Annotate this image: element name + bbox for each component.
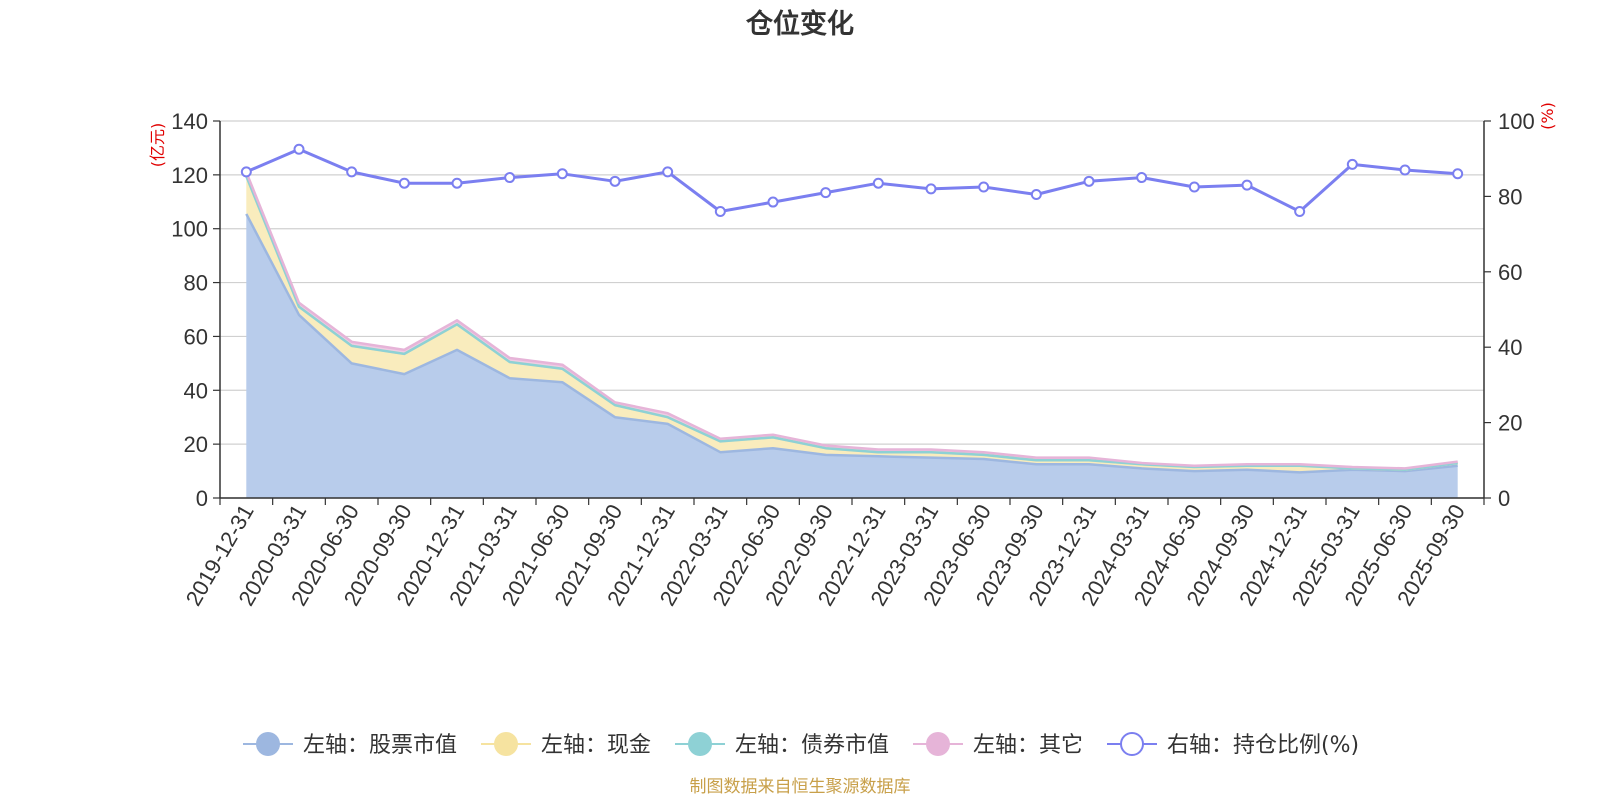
- legend-symbol: [256, 732, 280, 756]
- ratio-point: [662, 166, 674, 178]
- area-top-line-0: [245, 213, 1458, 474]
- position-ratio-series: [240, 143, 1464, 217]
- ratio-point: [293, 143, 305, 155]
- stacked-areas: [246, 172, 1458, 498]
- legend-item: 左轴：债券市值: [675, 732, 889, 758]
- ratio-point: [767, 196, 779, 208]
- ratio-point: [820, 187, 832, 199]
- right-tick-label: 40: [1498, 335, 1522, 360]
- ratio-point: [1241, 179, 1253, 191]
- ratio-point: [978, 181, 990, 193]
- left-axis-unit: (亿元): [148, 123, 167, 168]
- legend-symbol: [1120, 732, 1144, 756]
- left-tick-label: 140: [171, 109, 208, 134]
- ratio-point: [609, 175, 621, 187]
- right-tick-label: 100: [1498, 109, 1535, 134]
- ratio-point: [1188, 181, 1200, 193]
- ratio-point: [1294, 205, 1306, 217]
- right-tick-label: 80: [1498, 184, 1522, 209]
- ratio-point: [346, 166, 358, 178]
- legend-item: 左轴：股票市值: [243, 732, 457, 758]
- left-tick-label: 60: [184, 324, 208, 349]
- legend-item: 左轴：其它: [913, 732, 1083, 758]
- ratio-point: [504, 172, 516, 184]
- ratio-point: [1452, 168, 1464, 180]
- left-tick-label: 120: [171, 163, 208, 188]
- ratio-point: [240, 166, 252, 178]
- legend-item: 右轴：持仓比例(%): [1107, 732, 1359, 758]
- legend-label: 左轴：股票市值: [303, 733, 457, 758]
- ratio-point: [398, 177, 410, 189]
- ratio-point: [1083, 175, 1095, 187]
- left-tick-label: 40: [184, 378, 208, 403]
- left-tick-label: 20: [184, 432, 208, 457]
- left-tick-label: 0: [196, 486, 208, 511]
- legend-label: 左轴：现金: [541, 733, 651, 758]
- right-tick-label: 60: [1498, 260, 1522, 285]
- legend-item: 左轴：现金: [481, 732, 651, 758]
- right-axis-unit: (%): [1538, 102, 1557, 130]
- legend-symbol: [494, 732, 518, 756]
- legend-label: 右轴：持仓比例(%): [1167, 733, 1359, 758]
- legend: 左轴：股票市值 左轴：现金 左轴：债券市值 左轴：其它 右轴：持仓比例(%): [243, 732, 1359, 758]
- left-tick-label: 80: [184, 271, 208, 296]
- right-tick-label: 0: [1498, 486, 1510, 511]
- ratio-point: [925, 183, 937, 195]
- ratio-point: [451, 177, 463, 189]
- legend-symbol: [926, 732, 950, 756]
- chart-title: 仓位变化: [745, 8, 854, 40]
- ratio-point: [1346, 158, 1358, 170]
- ratio-line: [245, 147, 1458, 213]
- ratio-point: [1030, 189, 1042, 201]
- series-lines: [245, 171, 1458, 474]
- legend-label: 左轴：债券市值: [735, 733, 889, 758]
- left-tick-label: 100: [171, 217, 208, 242]
- ratio-point: [556, 168, 568, 180]
- legend-symbol: [688, 732, 712, 756]
- area-0: [246, 213, 1458, 498]
- source-note: 制图数据来自恒生聚源数据库: [690, 777, 911, 797]
- right-tick-label: 20: [1498, 411, 1522, 436]
- ratio-point: [714, 205, 726, 217]
- legend-label: 左轴：其它: [973, 733, 1083, 758]
- ratio-point: [1136, 172, 1148, 184]
- ratio-point: [872, 177, 884, 189]
- area-top-line-3: [245, 171, 1458, 470]
- ratio-point: [1399, 164, 1411, 176]
- area-top-line-2: [245, 175, 1458, 471]
